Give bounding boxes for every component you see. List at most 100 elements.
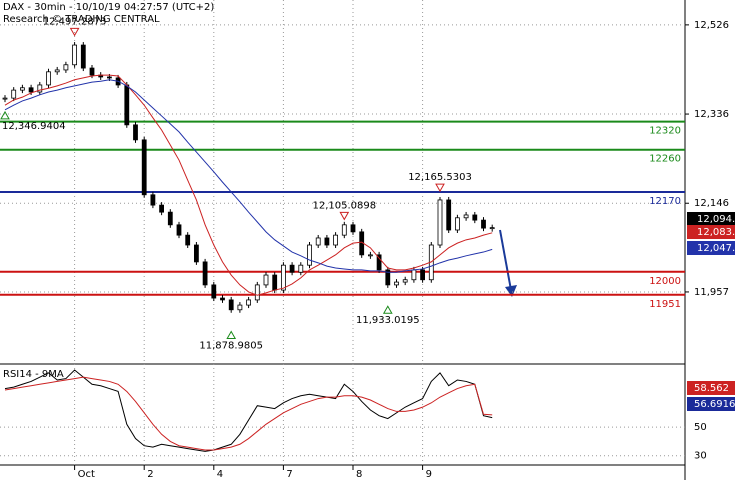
candle: [272, 274, 278, 291]
forecast-arrow: [499, 229, 512, 291]
y-tick-label: 12,336: [694, 109, 729, 120]
candle: [202, 261, 208, 286]
forecast-arrow-head: [505, 285, 517, 297]
candle: [280, 264, 286, 291]
peak-marker: [435, 183, 445, 193]
peak-marker: [69, 27, 80, 37]
candle: [228, 299, 234, 311]
candle: [193, 244, 199, 263]
candle: [185, 234, 191, 246]
x-tick-label: 8: [356, 469, 362, 480]
candle: [19, 87, 25, 91]
x-tick-label: 9: [426, 469, 432, 480]
rsi-last-label: 56.6916: [694, 399, 735, 410]
rsi-last-label: 58.562: [694, 383, 729, 394]
candle: [315, 237, 321, 246]
candle: [341, 224, 347, 236]
candle: [237, 304, 243, 311]
rsi-last-box: [687, 397, 735, 411]
candle: [89, 67, 95, 76]
last-value-label: 12,094.3: [697, 214, 735, 225]
candle: [2, 97, 8, 100]
candle: [446, 199, 452, 231]
candle: [159, 204, 165, 213]
candle: [220, 297, 225, 301]
candle: [385, 269, 391, 286]
candle: [211, 284, 217, 299]
y-tick-label: 12,526: [694, 20, 729, 31]
rsi-last-box: [687, 381, 735, 395]
y-tick-label: 11,957: [694, 287, 729, 298]
trough-marker: [382, 305, 393, 314]
candle: [54, 69, 60, 73]
candle: [37, 84, 43, 93]
y-tick-label: 12,146: [694, 198, 729, 209]
rsi-tick-label: 50: [694, 422, 707, 433]
last-value-box: [687, 241, 735, 255]
candle: [289, 264, 295, 273]
candle: [350, 224, 356, 233]
candle: [324, 237, 330, 246]
level-label: 12170: [649, 196, 681, 207]
level-label: 12320: [649, 126, 681, 137]
candle: [63, 64, 69, 71]
candle: [80, 44, 86, 69]
chart-title: DAX - 30min - 10/10/19 04:27:57 (UTC+2): [3, 2, 214, 13]
candle: [167, 211, 173, 226]
candle: [246, 299, 252, 306]
x-tick-label: 4: [217, 469, 223, 480]
candle: [150, 194, 156, 206]
candle: [420, 269, 426, 281]
candle: [107, 76, 112, 79]
x-tick-label: 7: [286, 469, 292, 480]
candle: [254, 284, 260, 301]
peak-label: 12,497.2873: [43, 16, 107, 27]
last-value-box: [687, 212, 735, 226]
rsi-line: [4, 369, 493, 452]
candle: [46, 71, 51, 86]
candle: [472, 214, 478, 221]
level-label: 12260: [649, 154, 681, 165]
x-tick-label: 2: [147, 469, 153, 480]
trough-marker: [226, 330, 237, 340]
candle: [489, 227, 495, 230]
x-tick-label: Oct: [78, 469, 95, 480]
candle: [454, 217, 460, 231]
rsi-tick-label: 30: [694, 451, 707, 462]
chart-subtitle: Research © TRADING CENTRAL: [3, 14, 160, 25]
peak-label: 12,165.5303: [408, 172, 472, 183]
candle: [411, 269, 417, 281]
candle: [402, 279, 408, 283]
candle: [133, 124, 138, 141]
candle: [124, 84, 130, 126]
level-label: 12000: [649, 276, 681, 287]
candle: [394, 281, 399, 286]
last-value-box: [687, 225, 735, 239]
peak-marker: [339, 211, 350, 221]
candle: [307, 244, 312, 266]
last-value-label: 12,083.: [697, 227, 735, 238]
candle: [11, 89, 17, 99]
rsi-line: [4, 376, 493, 451]
rsi-title: RSI14 - 9MA: [3, 369, 64, 380]
trough-label: 11,878.9805: [199, 341, 263, 352]
candle: [28, 87, 34, 93]
peak-label: 12,105.0898: [312, 200, 376, 211]
moving-average: [4, 79, 493, 273]
candle: [437, 199, 443, 246]
candle: [141, 139, 147, 196]
trough-marker: [0, 110, 10, 120]
moving-average: [4, 74, 493, 296]
level-label: 11951: [649, 299, 681, 310]
candle: [376, 254, 382, 271]
candle: [367, 254, 373, 257]
candle: [333, 234, 339, 246]
trough-label: 11,933.0195: [356, 315, 420, 326]
candle: [72, 44, 77, 66]
candle: [298, 264, 304, 273]
last-value-label: 12,047.7: [697, 243, 735, 254]
candle: [481, 219, 486, 229]
candle: [176, 224, 182, 236]
